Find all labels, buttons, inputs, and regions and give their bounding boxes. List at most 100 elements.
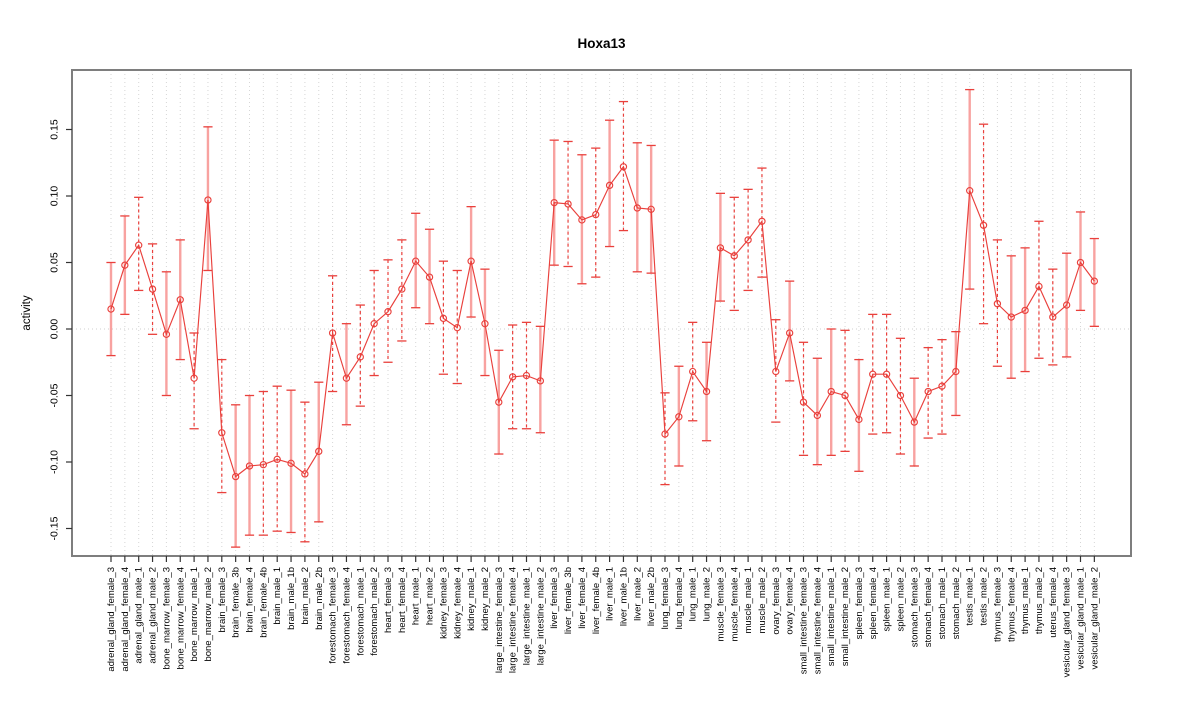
x-tick-label: brain_male_2 (300, 567, 311, 625)
x-tick-label: thymus_male_1 (1020, 567, 1031, 634)
x-tick-label: forestomach_male_1 (355, 567, 366, 656)
x-tick-label: vesicular_gland_female_3 (1062, 567, 1073, 677)
data-point-marker (952, 367, 960, 376)
x-tick-label: kidney_male_2 (480, 567, 491, 631)
x-tick-label: adrenal_gland_male_1 (134, 567, 145, 664)
x-tick-label: stomach_female_3 (909, 567, 920, 647)
x-tick-label: stomach_male_1 (937, 567, 948, 639)
data-point-marker (633, 204, 641, 212)
data-point-marker (661, 430, 669, 438)
x-tick-label: heart_female_4 (397, 567, 408, 633)
x-tick-label: forestomach_female_4 (341, 567, 352, 664)
y-tick-label: 0.00 (48, 319, 60, 340)
data-point-marker (176, 296, 184, 304)
data-point-marker (799, 398, 808, 406)
x-tick-label: liver_female_4b (591, 567, 602, 634)
data-point-marker (273, 455, 281, 464)
data-point-marker (605, 181, 614, 190)
x-tick-label: lung_male_2 (702, 567, 713, 621)
x-tick-label: brain_female_3 (217, 567, 228, 633)
x-tick-label: bone_marrow_male_2 (203, 567, 214, 662)
plot-frame (71, 69, 1132, 557)
x-tick-label: thymus_female_3 (992, 567, 1003, 642)
x-tick-label: bone_marrow_female_3 (161, 567, 172, 669)
x-tick-label: large_intestine_female_4 (508, 567, 519, 673)
data-point-marker (647, 205, 655, 213)
series-line (110, 165, 1095, 478)
data-point-marker (993, 300, 1002, 308)
data-point-marker (439, 314, 448, 323)
x-tick-label: muscle_female_3 (715, 567, 726, 641)
data-point-marker (1090, 277, 1099, 285)
y-tick-label: 0.15 (48, 119, 60, 140)
data-point-marker (841, 391, 849, 400)
data-point-marker (744, 236, 752, 244)
x-tick-label: kidney_female_4 (452, 567, 463, 639)
y-tick-label: -0.15 (48, 516, 60, 540)
x-tick-label: brain_male_1b (286, 567, 297, 630)
x-tick-label: spleen_female_4 (868, 567, 879, 639)
data-point-marker (1049, 313, 1057, 321)
x-tick-label: small_intestine_male_2 (840, 567, 851, 666)
x-tick-label: testis_male_2 (979, 567, 990, 626)
data-point-marker (550, 198, 558, 207)
data-point-marker (827, 387, 835, 396)
x-tick-label: adrenal_gland_female_4 (120, 567, 131, 672)
x-tick-label: forestomach_male_2 (369, 567, 380, 656)
data-point-marker (1076, 258, 1085, 267)
x-tick-label: brain_female_3b (231, 567, 242, 638)
data-point-marker (481, 320, 489, 328)
x-tick-label: muscle_female_4 (729, 567, 740, 641)
x-tick-label: brain_male_2b (314, 567, 325, 630)
x-tick-label: liver_female_4 (577, 567, 588, 629)
data-point-marker (689, 367, 697, 376)
x-tick-label: brain_female_4 (245, 567, 256, 633)
data-point-marker (425, 273, 434, 281)
data-point-marker (315, 447, 323, 456)
x-tick-label: adrenal_gland_male_2 (148, 567, 159, 664)
data-point-marker (869, 370, 877, 378)
x-tick-label: liver_female_3b (563, 567, 574, 634)
data-point-marker (578, 216, 586, 224)
x-tick-label: liver_male_1b (618, 567, 629, 626)
data-point-marker (508, 373, 517, 381)
x-tick-label: bone_marrow_male_1 (189, 567, 200, 662)
x-tick-label: heart_female_3 (383, 567, 394, 633)
x-tick-label: liver_male_1 (605, 567, 616, 621)
data-point-marker (910, 418, 918, 426)
x-tick-label: testis_male_1 (965, 567, 976, 626)
y-tick-label: -0.05 (48, 383, 60, 407)
x-tick-label: lung_female_4 (674, 567, 685, 629)
data-point-marker (107, 305, 115, 313)
x-tick-label: small_intestine_male_1 (826, 567, 837, 666)
data-point-marker (495, 398, 503, 406)
x-tick-label: vesicular_gland_male_2 (1089, 567, 1100, 669)
x-tick-label: stomach_male_2 (951, 567, 962, 639)
data-point-marker (190, 374, 198, 382)
x-tick-label: muscle_male_1 (743, 567, 754, 634)
data-point-marker (1035, 282, 1043, 291)
x-tick-label: kidney_male_1 (466, 567, 477, 631)
data-point-marker (938, 382, 946, 390)
data-point-marker (204, 196, 212, 204)
y-axis-label: activity (21, 295, 33, 331)
data-point-marker (1021, 306, 1029, 315)
data-point-marker (1062, 301, 1071, 309)
data-point-marker (758, 217, 766, 225)
chart-title: Hoxa13 (577, 36, 626, 51)
x-tick-label: heart_male_1 (411, 567, 422, 625)
data-point-marker (619, 163, 628, 171)
y-tick-label: 0.10 (48, 186, 60, 207)
x-tick-label: thymus_female_4 (1006, 567, 1017, 642)
data-point-marker (924, 387, 932, 396)
x-tick-label: small_intestine_female_3 (799, 567, 810, 674)
x-tick-label: liver_female_3 (549, 567, 560, 629)
data-point-marker (342, 374, 351, 382)
x-tick-label: ovary_female_4 (785, 567, 796, 635)
data-point-marker (245, 462, 254, 470)
data-point-marker (384, 308, 392, 316)
data-point-marker (467, 257, 475, 265)
x-tick-label: spleen_female_3 (854, 567, 865, 639)
